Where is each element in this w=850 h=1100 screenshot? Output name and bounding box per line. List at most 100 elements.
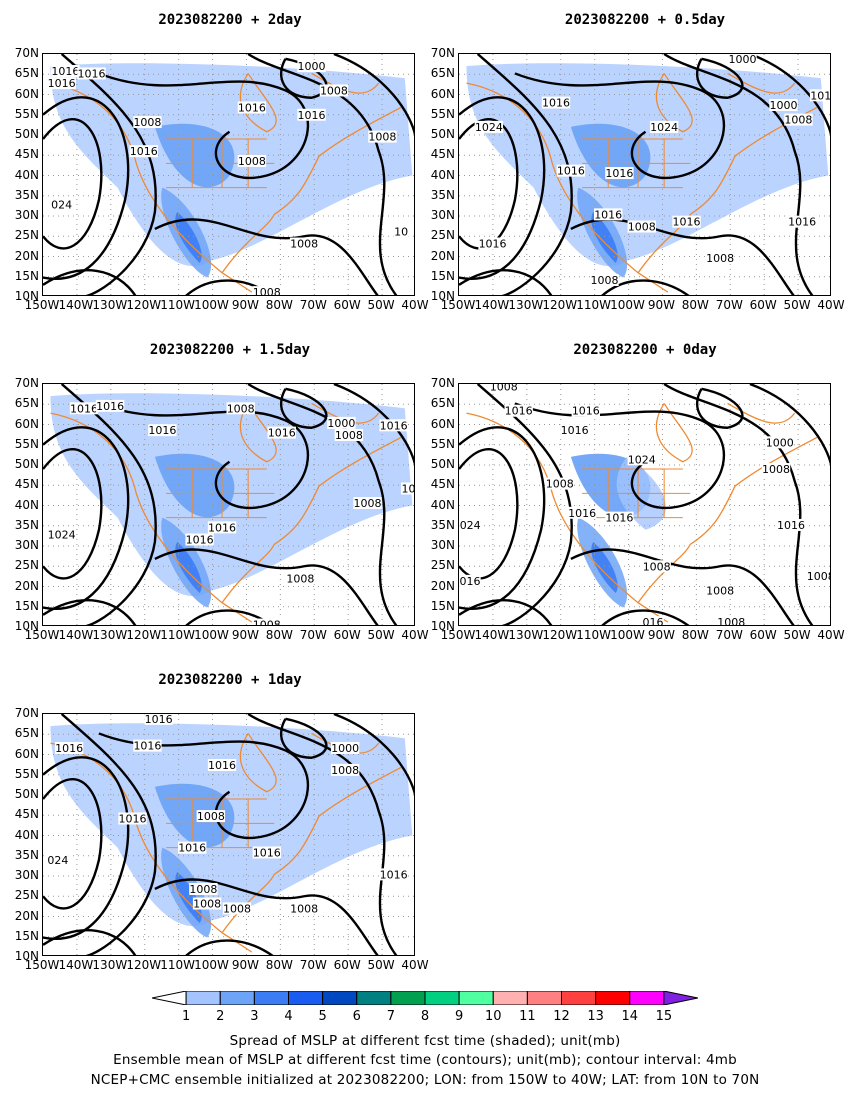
isobar-contour xyxy=(185,939,274,955)
lon-tick-label: 60W xyxy=(749,298,777,312)
contour-label-bg xyxy=(118,812,147,825)
lon-tick-label: 50W xyxy=(367,958,395,972)
lon-tick-label: 130W xyxy=(92,298,128,312)
colorbar-segment xyxy=(288,990,324,1006)
contour-label: 1008 xyxy=(354,497,382,510)
map-panel: 1016 1016 1016 1000 1008 1016 1008 1016 1008 1008… xyxy=(42,53,415,296)
isobar-contour xyxy=(459,269,553,295)
lon-tick-label: 120W xyxy=(126,298,162,312)
lat-tick-label: 40N xyxy=(430,167,455,182)
contour-label: 1016 xyxy=(51,65,79,78)
contour-label-bg xyxy=(776,518,806,531)
colorbar-tick-label: 10 xyxy=(484,1009,502,1024)
contour-label: 1008 xyxy=(368,131,396,144)
lon-tick-label: 130W xyxy=(92,628,128,642)
lon-tick-label: 70W xyxy=(299,298,327,312)
contour-label-bg xyxy=(478,237,507,250)
contour-label-bg xyxy=(222,902,252,915)
contour-label-bg xyxy=(133,739,162,752)
lat-tick-label: 70N xyxy=(430,376,455,390)
isobar-contour xyxy=(749,54,830,136)
contour-label-bg xyxy=(77,67,106,80)
contour-label-bg xyxy=(474,120,504,133)
contour-label: 1000 xyxy=(298,60,326,73)
lat-tick-label: 70N xyxy=(430,46,455,60)
contour-label: 1008 xyxy=(590,274,618,287)
contour-label: 1008 xyxy=(238,155,266,168)
contour-label-bg xyxy=(252,846,281,859)
contour-label-bg xyxy=(148,424,177,437)
contour-label: 1008 xyxy=(643,560,671,573)
isobar-contour xyxy=(280,387,328,429)
isobar-contour xyxy=(476,54,573,295)
contour-label: 1008 xyxy=(807,570,831,583)
lat-tick-label: 15N xyxy=(430,268,455,283)
colorbar-segment xyxy=(322,990,358,1006)
lat-tick-label: 25N xyxy=(430,558,455,573)
lon-tick-label: 110W xyxy=(576,298,612,312)
lon-tick-label: 140W xyxy=(58,298,94,312)
contour-label: 1008 xyxy=(331,764,359,777)
lon-tick-label: 110W xyxy=(160,628,196,642)
lon-tick-label: 150W xyxy=(24,298,60,312)
lon-tick-label: 100W xyxy=(194,628,229,642)
lon-tick-label: 60W xyxy=(333,298,361,312)
contour-label-bg xyxy=(541,96,571,109)
contour-label: 1008 xyxy=(546,478,574,491)
colorbar-segment xyxy=(629,990,665,1006)
lat-tick-label: 20N xyxy=(14,248,39,263)
contour-label-bg xyxy=(705,584,735,597)
contour-label-bg xyxy=(189,882,218,895)
contour-label: 101 xyxy=(810,89,831,102)
contour-label-bg xyxy=(459,574,481,587)
isobar-contour xyxy=(43,756,130,940)
lon-tick-label: 60W xyxy=(333,628,361,642)
contour-label-bg xyxy=(459,518,482,531)
lon-tick-label: 140W xyxy=(58,958,94,972)
lat-tick-label: 10N xyxy=(430,619,455,633)
contour-label: 1000 xyxy=(728,54,756,66)
contour-label-bg xyxy=(556,164,586,177)
contour-label-bg xyxy=(806,569,830,582)
lat-tick-label: 55N xyxy=(14,766,39,781)
lat-tick-label: 45N xyxy=(430,147,455,162)
lat-tick-label: 50N xyxy=(430,127,455,141)
isobar-contour xyxy=(663,384,814,625)
contour-label-bg xyxy=(571,404,601,417)
contour-label: 1000 xyxy=(770,99,798,112)
lat-tick-label: 60N xyxy=(14,746,39,761)
contour-label: 1008 xyxy=(717,616,745,626)
contour-label: 1000 xyxy=(327,417,355,430)
lon-tick-label: 40W xyxy=(817,298,845,312)
contour-label-bg xyxy=(787,215,817,228)
panel-title: 2023082200 + 0day xyxy=(573,342,717,358)
lat-tick-label: 10N xyxy=(14,619,39,633)
lat-tick-label: 45N xyxy=(14,807,39,822)
colorbar-tick-label: 5 xyxy=(318,1009,327,1024)
lon-tick-label: 140W xyxy=(474,298,510,312)
spread-shading xyxy=(175,871,202,923)
contour-label-bg xyxy=(590,273,619,286)
contour-label: 1016 xyxy=(605,167,633,180)
contour-label: 024 xyxy=(47,854,68,867)
contour-label-bg xyxy=(368,130,397,143)
coastline xyxy=(466,72,818,293)
contour-label: 1016 xyxy=(145,714,173,726)
contour-label-bg xyxy=(379,419,408,432)
map-panel: 1016 1016 1016 1016 1000 1008 1016 1008 1016 1016… xyxy=(42,713,415,956)
lat-tick-label: 35N xyxy=(14,517,39,532)
lon-tick-label: 80W xyxy=(265,628,293,642)
isobar-contour xyxy=(749,384,830,466)
contour-label: 1016 xyxy=(253,847,281,860)
colorbar-tick-label: 8 xyxy=(420,1009,430,1024)
lat-tick-label: 65N xyxy=(430,66,455,81)
lat-tick-label: 50N xyxy=(430,457,455,471)
colorbar-tick-label: 12 xyxy=(553,1009,570,1024)
isobar-contour xyxy=(459,448,519,580)
contour-label-bg xyxy=(289,902,319,915)
contour-label-bg xyxy=(379,868,408,881)
contour-label: 1016 xyxy=(298,109,326,122)
colorbar-segment xyxy=(595,990,631,1006)
contour-label-bg xyxy=(504,404,533,417)
contour-label-bg xyxy=(207,521,237,534)
